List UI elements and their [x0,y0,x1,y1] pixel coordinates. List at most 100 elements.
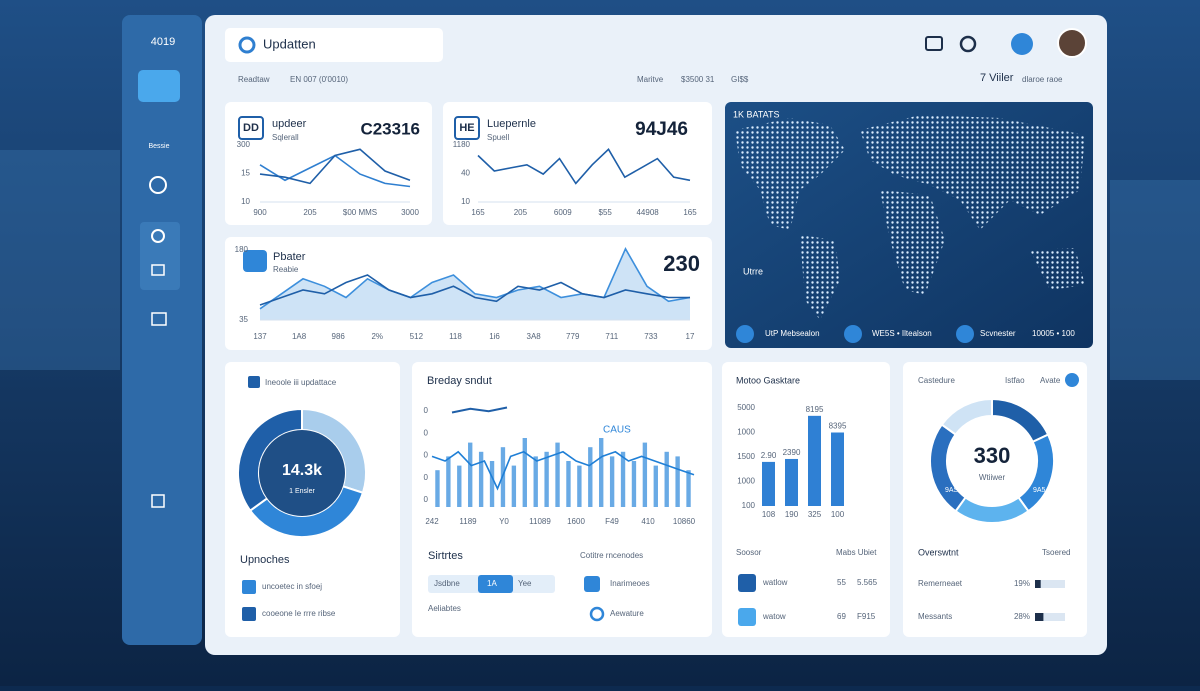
tick-label: $55 [599,208,613,217]
tick-label: 711 [605,332,618,341]
donut-note: Wtiiwer [979,473,1006,482]
header-icon [238,36,256,54]
tab[interactable]: Avate [1040,376,1061,385]
tick-label: 108 [762,510,776,519]
tick-label: 205 [514,208,528,217]
header-note: dlaroe raoe [1022,75,1063,84]
row-icon [738,608,756,626]
icon-button[interactable] [925,36,943,51]
column-header: Soosor [736,548,762,557]
tick-label: 986 [332,332,346,341]
row-label: watow [762,612,786,621]
nav-icon[interactable] [151,229,165,243]
progress-bar [1035,580,1041,588]
line [431,450,695,491]
icon-button[interactable] [959,35,977,53]
bar-label: 8395 [829,422,847,431]
tick-label: 190 [785,510,799,519]
card-subtitle: Sqlerall [272,133,299,142]
card-icon-text: DD [243,122,259,134]
card-icon [454,116,480,140]
nav-icon[interactable] [151,312,167,326]
progress-bar [1035,613,1044,621]
tick-label: 410 [641,517,655,526]
nav-icon[interactable] [151,264,165,276]
tab[interactable]: Jsdbne [434,579,460,588]
glow [0,150,120,370]
bar [555,442,560,507]
donut-label: 9A5 [1033,487,1046,494]
info-icon[interactable] [1065,373,1079,387]
row-value: 55 [837,578,846,587]
nav-icon[interactable] [149,176,167,194]
list-icon [242,580,256,594]
bar [522,438,527,507]
bar [599,438,604,507]
bar [653,465,658,507]
bar [457,465,462,507]
line [451,406,508,414]
header-title: Updatten [263,36,316,51]
tick-label: 900 [253,208,267,217]
tick-label: 137 [253,332,267,341]
nav-label: Bessie [148,143,169,150]
tick-label: 325 [808,510,822,519]
map-land [860,115,1085,230]
tick-label: 1500 [737,452,755,461]
tick-label: 2% [371,332,383,341]
header-meta: $3500 31 [681,75,715,84]
card-title: Breday sndut [427,375,492,387]
card [443,102,712,225]
bar [577,465,582,507]
column-header: Tsoered [1042,548,1070,557]
avatar[interactable] [1057,28,1087,58]
bar-label: 8195 [806,405,824,414]
header-box [225,28,443,62]
card-value: 94J46 [635,119,688,140]
map-title: 1K BATATS [733,109,780,119]
tick-label: 3A8 [527,332,542,341]
card-value: C23316 [360,119,420,138]
nav-active[interactable] [138,70,180,102]
tick-label: 0 [424,451,429,460]
card-title: Castedure [918,376,955,385]
progress-track [1035,580,1065,588]
line [259,148,411,185]
tab[interactable]: 1A [487,579,497,588]
bar [631,461,637,507]
tab-active[interactable] [478,575,513,593]
bar [435,470,440,507]
tick-label: 0 [424,428,429,437]
list-title: Upnoches [240,554,290,566]
row-label: watlow [762,578,788,587]
tab[interactable]: Yee [518,579,532,588]
row-label: Remerneaet [918,579,963,588]
map-land [880,190,945,295]
line [477,148,691,185]
bar [785,458,798,506]
tick-label: 118 [449,332,462,341]
bar [642,442,648,507]
row-icon [589,606,605,622]
icon-button[interactable] [1011,33,1033,55]
card-value: 230 [663,251,700,276]
tick-label: 180 [235,245,249,254]
donut-segment [940,397,993,436]
tick-label: 1000 [737,428,755,437]
map-footer: Scvnester [980,329,1016,338]
card-title: Pbater [273,251,306,263]
tick-label: 242 [425,517,439,526]
column-header: Overswtnt [918,547,959,557]
bar [511,465,517,507]
progress-label: 28% [1014,612,1030,621]
nav-group[interactable] [140,222,180,290]
bar [544,451,549,507]
tab[interactable]: Istfao [1005,376,1025,385]
nav-icon[interactable] [151,494,165,508]
map-icon [956,325,974,343]
sidebar [122,15,202,645]
header-count: 7 Viiler [980,72,1014,84]
tick-label: 10 [461,197,470,206]
list-icon [242,607,256,621]
row-icon [584,576,600,592]
